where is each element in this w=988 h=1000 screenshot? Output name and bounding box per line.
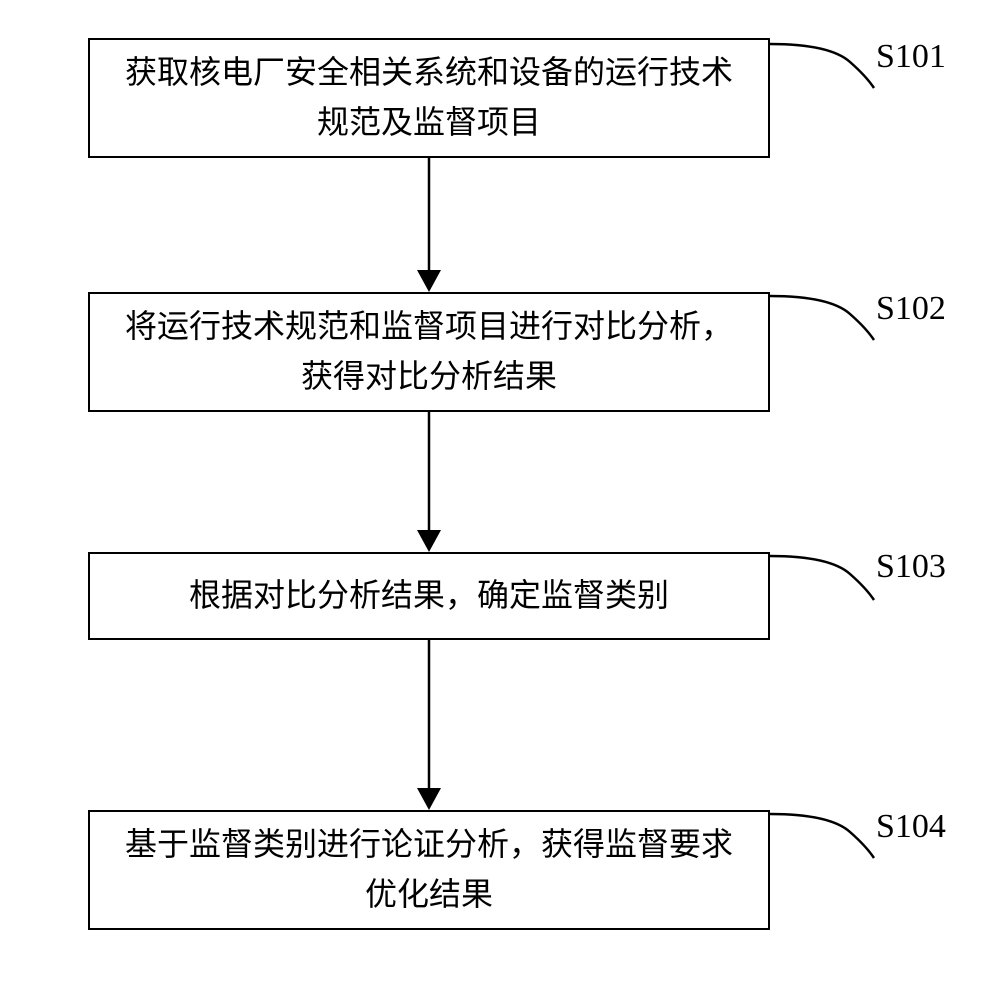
flow-step-text: 获取核电厂安全相关系统和设备的运行技术规范及监督项目 [114, 48, 744, 147]
flow-step-box: 将运行技术规范和监督项目进行对比分析，获得对比分析结果 [88, 292, 770, 412]
flow-step-box: 基于监督类别进行论证分析，获得监督要求优化结果 [88, 810, 770, 930]
flow-arrow [417, 412, 441, 552]
connector-curve [770, 38, 880, 98]
flow-arrow [417, 158, 441, 292]
flow-step-box: 获取核电厂安全相关系统和设备的运行技术规范及监督项目 [88, 38, 770, 158]
connector-curve [770, 808, 880, 868]
flow-step-text: 基于监督类别进行论证分析，获得监督要求优化结果 [114, 820, 744, 919]
step-label: S101 [876, 38, 946, 76]
flow-step-text: 将运行技术规范和监督项目进行对比分析，获得对比分析结果 [114, 302, 744, 401]
step-label: S102 [876, 290, 946, 328]
connector-curve [770, 548, 880, 608]
connector-curve [770, 290, 880, 350]
flow-step-box: 根据对比分析结果，确定监督类别 [88, 552, 770, 640]
step-label: S104 [876, 808, 946, 846]
step-label: S103 [876, 548, 946, 586]
flow-arrow [417, 640, 441, 810]
flow-step-text: 根据对比分析结果，确定监督类别 [189, 571, 669, 621]
